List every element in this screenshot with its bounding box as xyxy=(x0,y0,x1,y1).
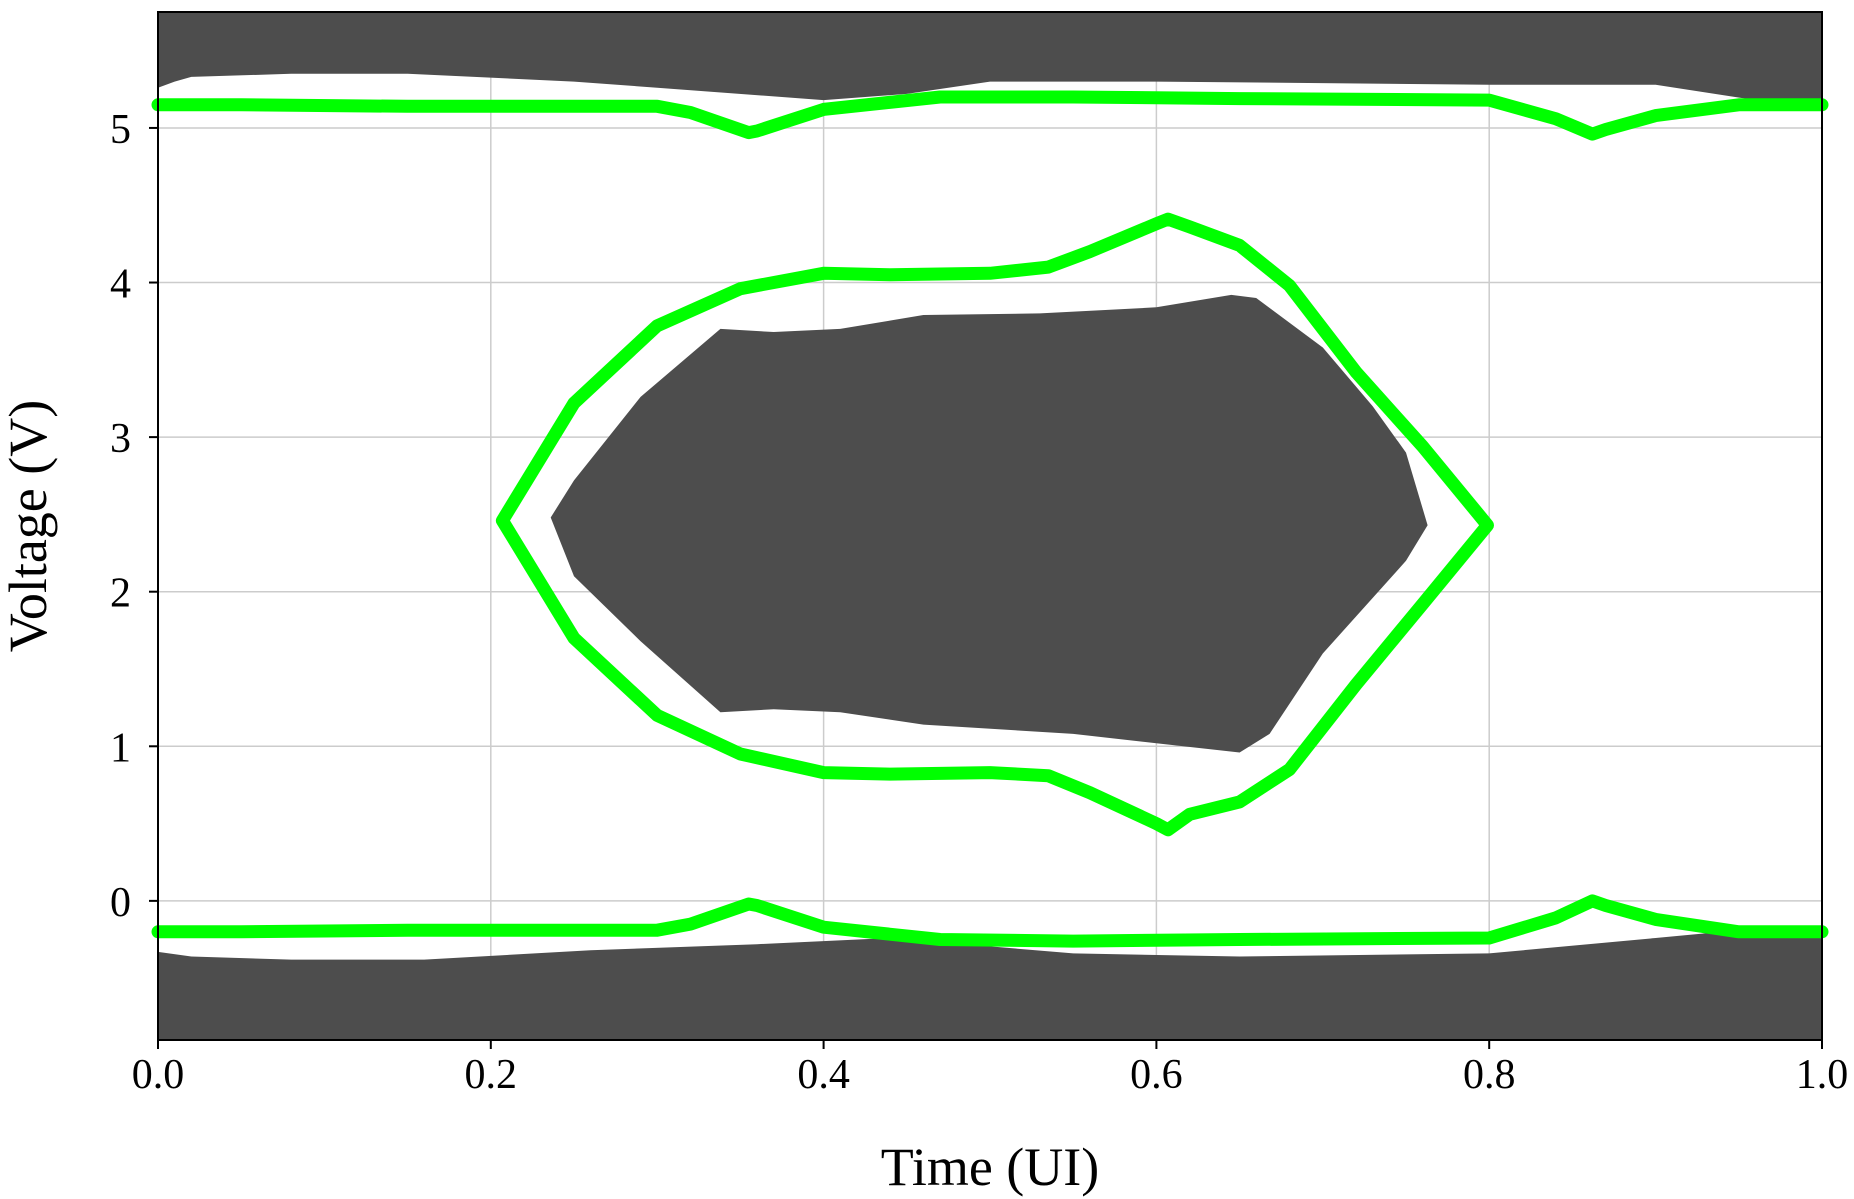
mask-center xyxy=(550,294,1428,753)
upper-rail xyxy=(151,90,1829,141)
y-tick-label: 1 xyxy=(110,725,131,771)
y-tick-label: 3 xyxy=(110,416,131,462)
contour-series xyxy=(151,90,1829,948)
x-axis-ticks: 0.0 0.2 0.4 0.6 0.8 1.0 xyxy=(132,1040,1849,1098)
mask-regions xyxy=(158,12,1822,1040)
eye-contour xyxy=(495,212,1494,837)
x-tick-label: 0.4 xyxy=(797,1052,850,1098)
mask-top xyxy=(158,12,1822,101)
x-tick-label: 0.0 xyxy=(132,1052,185,1098)
x-tick-label: 0.2 xyxy=(465,1052,518,1098)
y-axis-label: Voltage (V) xyxy=(0,400,58,652)
y-tick-label: 2 xyxy=(110,571,131,617)
x-tick-label: 0.8 xyxy=(1463,1052,1516,1098)
x-tick-label: 1.0 xyxy=(1796,1052,1849,1098)
x-axis-label: Time (UI) xyxy=(881,1137,1100,1197)
mask-bottom xyxy=(158,931,1822,1040)
y-tick-label: 5 xyxy=(110,107,131,153)
plot-frame xyxy=(157,11,1823,1041)
y-axis-ticks: 0 1 2 3 4 5 xyxy=(110,107,158,926)
y-tick-label: 4 xyxy=(110,262,131,308)
y-tick-label: 0 xyxy=(110,880,131,926)
x-tick-label: 0.6 xyxy=(1130,1052,1183,1098)
lower-rail xyxy=(151,894,1829,948)
